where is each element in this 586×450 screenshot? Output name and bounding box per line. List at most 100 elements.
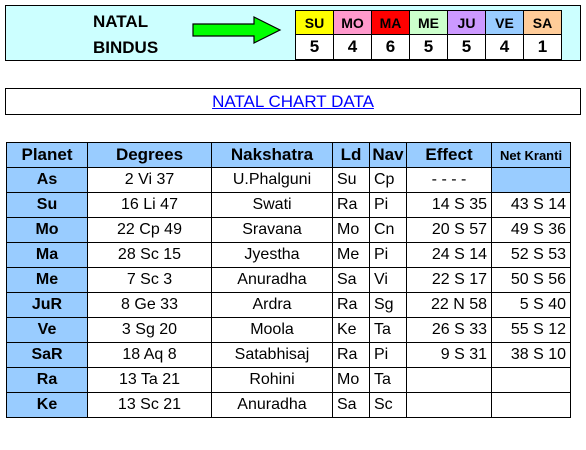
bindu-value-ju: 5 [447,34,486,60]
effect-cell: 22 N 58 [406,292,492,318]
header-degrees: Degrees [87,142,212,168]
navamsa-cell: Pi [369,242,407,268]
table-row: As 2 Vi 37 U.Phalguni Su Cp - - - - [6,167,571,193]
table-row: Ra 13 Ta 21 Rohini Mo Ta [6,367,571,393]
navamsa-cell: Cn [369,217,407,243]
net-kranti-cell: 52 S 53 [491,242,571,268]
lord-cell: Mo [332,217,370,243]
degrees-cell: 13 Sc 21 [87,392,212,418]
effect-cell: 24 S 14 [406,242,492,268]
navamsa-cell: Vi [369,267,407,293]
bindu-value-me: 5 [409,34,448,60]
effect-cell: 9 S 31 [406,342,492,368]
planet-cell: Ra [6,367,88,393]
net-kranti-cell: 38 S 10 [491,342,571,368]
bindu-planet-sa: SA [523,10,562,35]
header-ld: Ld [332,142,370,168]
nakshatra-cell: Jyestha [211,242,333,268]
nakshatra-cell: Moola [211,317,333,343]
planet-cell: SaR [6,342,88,368]
lord-cell: Su [332,167,370,193]
degrees-cell: 28 Sc 15 [87,242,212,268]
net-kranti-cell: 5 S 40 [491,292,571,318]
effect-cell: 14 S 35 [406,192,492,218]
bindu-planet-su: SU [295,10,334,35]
lord-cell: Me [332,242,370,268]
bindu-planet-me: ME [409,10,448,35]
effect-cell: 26 S 33 [406,317,492,343]
nakshatra-cell: Anuradha [211,267,333,293]
nakshatra-cell: Satabhisaj [211,342,333,368]
bindus-label-natal: NATAL [93,12,149,31]
lord-cell: Mo [332,367,370,393]
table-row: Ma 28 Sc 15 Jyestha Me Pi 24 S 14 52 S 53 [6,242,571,268]
planet-cell: Ma [6,242,88,268]
degrees-cell: 18 Aq 8 [87,342,212,368]
degrees-cell: 22 Cp 49 [87,217,212,243]
degrees-cell: 13 Ta 21 [87,367,212,393]
lord-cell: Sa [332,267,370,293]
lord-cell: Ke [332,317,370,343]
table-row: JuR 8 Ge 33 Ardra Ra Sg 22 N 58 5 S 40 [6,292,571,318]
degrees-cell: 8 Ge 33 [87,292,212,318]
bindus-label-bindus: BINDUS [93,38,159,57]
nakshatra-cell: Rohini [211,367,333,393]
navamsa-cell: Pi [369,342,407,368]
net-kranti-cell: 43 S 14 [491,192,571,218]
table-row: SaR 18 Aq 8 Satabhisaj Ra Pi 9 S 31 38 S 10 [6,342,571,368]
effect-cell: 22 S 17 [406,267,492,293]
effect-cell: - - - - [406,167,492,193]
bindu-planet-ve: VE [485,10,524,35]
navamsa-cell: Ta [369,367,407,393]
navamsa-cell: Ta [369,317,407,343]
nakshatra-cell: Sravana [211,217,333,243]
bindu-value-mo: 4 [333,34,372,60]
header-planet: Planet [6,142,88,168]
nakshatra-cell: Ardra [211,292,333,318]
degrees-cell: 2 Vi 37 [87,167,212,193]
net-kranti-cell: 50 S 56 [491,267,571,293]
header-nav: Nav [369,142,407,168]
nakshatra-cell: Anuradha [211,392,333,418]
net-kranti-cell: 55 S 12 [491,317,571,343]
natal-chart-data-link[interactable]: NATAL CHART DATA [212,92,374,111]
degrees-cell: 3 Sg 20 [87,317,212,343]
nakshatra-cell: Swati [211,192,333,218]
natal-chart-table: Planet Degrees Nakshatra Ld Nav Effect N… [6,142,571,418]
header-nakshatra: Nakshatra [211,142,333,168]
net-kranti-cell [491,392,571,418]
table-row: Me 7 Sc 3 Anuradha Sa Vi 22 S 17 50 S 56 [6,267,571,293]
net-kranti-cell [491,367,571,393]
effect-cell: 20 S 57 [406,217,492,243]
navamsa-cell: Sg [369,292,407,318]
effect-cell [406,367,492,393]
bindu-value-ma: 6 [371,34,410,60]
planet-cell: Ve [6,317,88,343]
degrees-cell: 16 Li 47 [87,192,212,218]
lord-cell: Ra [332,292,370,318]
planet-cell: JuR [6,292,88,318]
planet-cell: As [6,167,88,193]
table-row: Ve 3 Sg 20 Moola Ke Ta 26 S 33 55 S 12 [6,317,571,343]
planet-cell: Me [6,267,88,293]
nakshatra-cell: U.Phalguni [211,167,333,193]
table-row: Ke 13 Sc 21 Anuradha Sa Sc [6,392,571,418]
lord-cell: Sa [332,392,370,418]
planet-cell: Su [6,192,88,218]
bindu-value-ve: 4 [485,34,524,60]
bindu-planet-mo: MO [333,10,372,35]
degrees-cell: 7 Sc 3 [87,267,212,293]
planet-cell: Ke [6,392,88,418]
effect-cell [406,392,492,418]
net-kranti-cell: 49 S 36 [491,217,571,243]
green-arrow-icon [192,16,282,44]
table-row: Su 16 Li 47 Swati Ra Pi 14 S 35 43 S 14 [6,192,571,218]
bindu-planet-ju: JU [447,10,486,35]
navamsa-cell: Cp [369,167,407,193]
navamsa-cell: Sc [369,392,407,418]
bindu-value-sa: 1 [523,34,562,60]
lord-cell: Ra [332,192,370,218]
title-bar: NATAL CHART DATA [5,88,581,115]
